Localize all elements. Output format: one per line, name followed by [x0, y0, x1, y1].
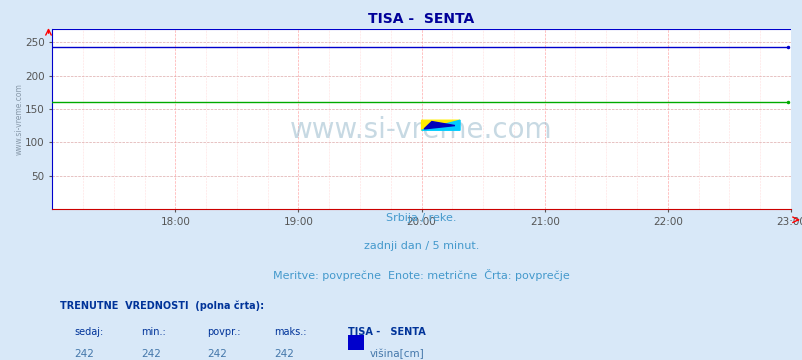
Polygon shape: [423, 122, 455, 129]
Y-axis label: www.si-vreme.com: www.si-vreme.com: [14, 83, 23, 155]
Text: Meritve: povprečne  Enote: metrične  Črta: povprečje: Meritve: povprečne Enote: metrične Črta:…: [273, 269, 569, 282]
Text: TISA -   SENTA: TISA - SENTA: [347, 327, 425, 337]
Text: sedaj:: sedaj:: [75, 327, 103, 337]
Polygon shape: [421, 120, 460, 130]
Text: povpr.:: povpr.:: [207, 327, 241, 337]
Text: www.si-vreme.com: www.si-vreme.com: [290, 116, 553, 144]
Title: TISA -  SENTA: TISA - SENTA: [368, 12, 474, 26]
Bar: [347, 335, 363, 350]
Text: 242: 242: [140, 349, 160, 359]
Text: maks.:: maks.:: [273, 327, 306, 337]
Text: Srbija / reke.: Srbija / reke.: [386, 213, 456, 224]
Text: zadnji dan / 5 minut.: zadnji dan / 5 minut.: [363, 242, 479, 251]
Text: min.:: min.:: [140, 327, 165, 337]
Text: 242: 242: [273, 349, 294, 359]
Text: višina[cm]: višina[cm]: [370, 349, 424, 359]
Text: 242: 242: [75, 349, 94, 359]
Text: 242: 242: [207, 349, 227, 359]
Polygon shape: [421, 120, 460, 130]
Text: TRENUTNE  VREDNOSTI  (polna črta):: TRENUTNE VREDNOSTI (polna črta):: [59, 300, 263, 311]
